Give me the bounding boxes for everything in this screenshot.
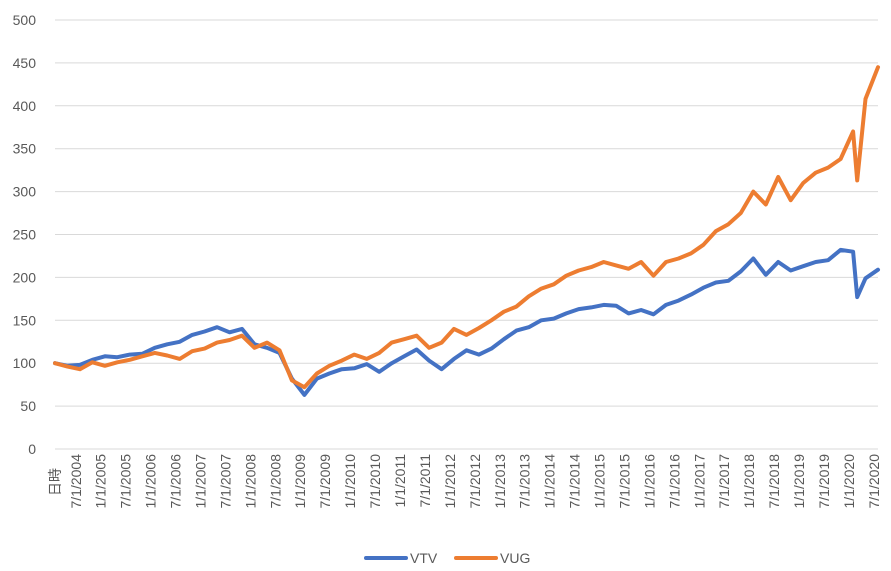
series-line-vtv (53, 247, 880, 397)
x-tick-label: 7/1/2016 (666, 454, 682, 509)
x-tick-label: 7/1/2020 (866, 454, 882, 509)
x-tick-label: 7/1/2012 (467, 454, 483, 509)
y-tick-label: 400 (13, 98, 37, 114)
y-tick-label: 200 (13, 269, 37, 285)
x-tick-label: 7/1/2004 (68, 454, 84, 509)
x-tick-label: 7/1/2017 (716, 454, 732, 509)
x-tick-label: 1/1/2017 (691, 454, 707, 509)
y-tick-label: 300 (13, 184, 37, 200)
x-tick-label: 1/1/2014 (542, 454, 558, 509)
x-tick-label: 7/1/2008 (267, 454, 283, 509)
legend-label-vug: VUG (500, 550, 530, 566)
gridlines (55, 19, 878, 450)
x-tick-label: 1/1/2020 (841, 454, 857, 509)
series-lines (53, 65, 880, 397)
y-tick-label: 350 (13, 141, 37, 157)
x-tick-label: 1/1/2013 (492, 454, 508, 509)
x-tick-label: 7/1/2018 (766, 454, 782, 509)
x-tick-label: 7/1/2015 (616, 454, 632, 509)
x-tick-label: 1/1/2019 (791, 454, 807, 509)
x-tick-label: 7/1/2013 (517, 454, 533, 509)
x-tick-label: 7/1/2009 (317, 454, 333, 509)
legend-label-vtv: VTV (410, 550, 438, 566)
x-tick-label: 1/1/2006 (143, 454, 159, 509)
x-tick-label: 1/1/2010 (342, 454, 358, 509)
x-tick-label: 1/1/2008 (242, 454, 258, 509)
y-tick-label: 450 (13, 55, 37, 71)
x-tick-label: 7/1/2010 (367, 454, 383, 509)
y-tick-label: 50 (20, 398, 36, 414)
y-tick-label: 0 (28, 441, 36, 457)
x-axis: 7/1/2004 1/1/2005 7/1/2005 1/1/2006 7/1/2006… (68, 454, 882, 509)
x-tick-label: 1/1/2009 (292, 454, 308, 509)
x-tick-label: 7/1/2006 (168, 454, 184, 509)
x-tick-label: 1/1/2015 (592, 454, 608, 509)
x-tick-label: 7/1/2005 (118, 454, 134, 509)
y-tick-label: 500 (13, 12, 37, 28)
y-axis: 0 50 100 150 200 250 300 350 400 450 500 (13, 12, 37, 457)
y-tick-label: 100 (13, 355, 37, 371)
legend: VTV VUG (364, 550, 530, 566)
x-tick-label: 1/1/2018 (741, 454, 757, 509)
x-axis-label: 日時 (47, 468, 63, 496)
x-tick-label: 7/1/2011 (417, 454, 433, 508)
x-tick-label: 1/1/2016 (641, 454, 657, 509)
y-tick-label: 250 (13, 227, 37, 243)
x-tick-label: 7/1/2007 (217, 454, 233, 509)
x-tick-label: 1/1/2005 (93, 454, 109, 509)
x-tick-label: 7/1/2019 (816, 454, 832, 509)
x-tick-label: 1/1/2012 (442, 454, 458, 509)
x-tick-label: 1/1/2007 (192, 454, 208, 509)
x-tick-label: 1/1/2011 (392, 454, 408, 508)
x-tick-label: 7/1/2014 (567, 454, 583, 509)
y-tick-label: 150 (13, 312, 37, 328)
series-line-vug (53, 65, 880, 390)
